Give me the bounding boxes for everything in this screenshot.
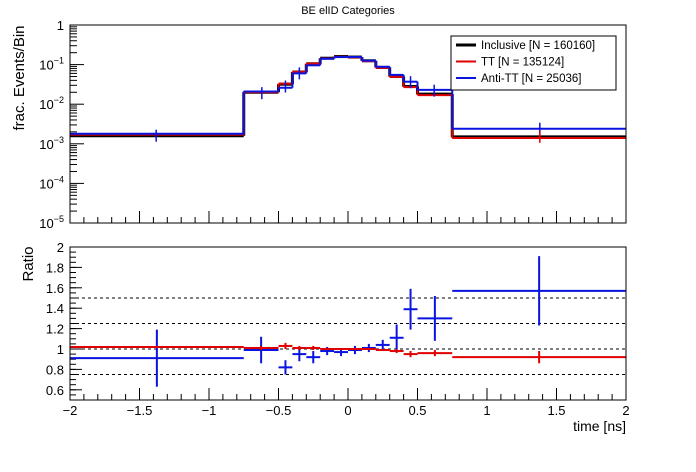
- top-y-tick-label: 10−4: [39, 174, 64, 191]
- bottom-y-tick-label: 1: [57, 342, 64, 357]
- x-tick-label: 1.5: [547, 403, 565, 418]
- x-tick-label: 1: [483, 403, 490, 418]
- bottom-y-axis-label: Ratio: [20, 246, 37, 281]
- bottom-y-tick-label: 1.2: [46, 322, 64, 337]
- x-tick-label: −0.5: [266, 403, 292, 418]
- top-y-axis-label: frac. Events/Bin: [11, 25, 28, 130]
- legend: Inclusive [N = 160160] TT [N = 135124] Ant…: [450, 35, 617, 91]
- bottom-panel-axes: 0.6 0.8 1 1.2 1.4 1.6 1.8 2 −2 −1.5 −1 −0.5 0 0.5 1 1.5…: [46, 240, 630, 418]
- bottom-y-tick-label: 0.8: [46, 362, 64, 377]
- top-y-tick-label: 1: [57, 18, 64, 33]
- legend-label-inclusive: Inclusive [N = 160160]: [481, 40, 595, 52]
- chart-title: BE elID Categories: [301, 5, 395, 17]
- bottom-panel-frame: [69, 246, 627, 401]
- top-panel-series: [70, 55, 626, 143]
- top-panel-axes: 1 10−1 10−2 10−3 10−4 10−5: [39, 18, 627, 231]
- legend-label-tt: TT [N = 135124]: [481, 57, 564, 69]
- top-y-tick-label: 10−1: [39, 56, 64, 73]
- x-tick-label: −1: [202, 403, 217, 418]
- top-y-tick-label: 10−2: [39, 95, 64, 112]
- x-tick-label: 0: [344, 403, 351, 418]
- bottom-y-tick-label: 2: [57, 240, 64, 255]
- x-axis-label: time [ns]: [573, 418, 626, 434]
- legend-label-antitt: Anti-TT [N = 25036]: [481, 73, 581, 85]
- bottom-y-tick-label: 0.6: [46, 383, 64, 398]
- x-tick-label: 0.5: [408, 403, 426, 418]
- x-tick-label: 2: [622, 403, 629, 418]
- bottom-y-tick-label: 1.4: [46, 301, 64, 316]
- x-tick-label: −2: [63, 403, 78, 418]
- bottom-y-tick-label: 1.6: [46, 281, 64, 296]
- top-y-tick-label: 10−3: [39, 135, 64, 152]
- top-y-tick-label: 10−5: [39, 214, 64, 231]
- legend-box: [450, 35, 617, 91]
- x-tick-label: −1.5: [127, 403, 153, 418]
- top-panel-frame: [69, 24, 627, 224]
- bottom-y-tick-label: 1.8: [46, 260, 64, 275]
- bottom-panel-series: [70, 256, 626, 387]
